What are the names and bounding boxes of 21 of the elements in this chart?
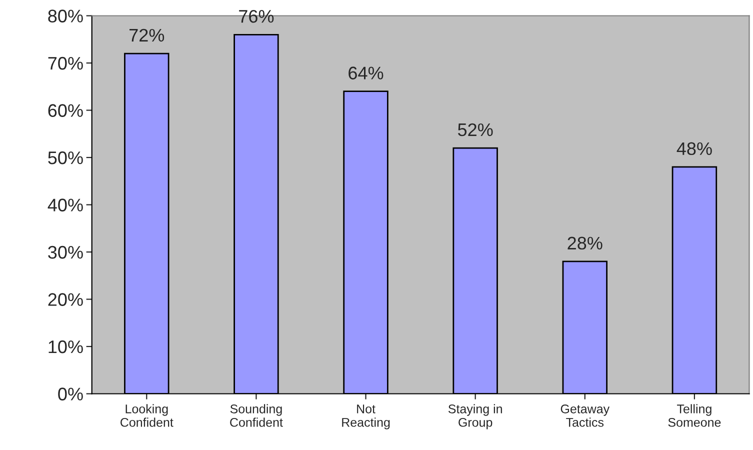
y-tick-label: 30%	[48, 246, 83, 259]
y-tick-label: 80%	[48, 10, 83, 22]
x-tick-label: Sounding Confident	[230, 404, 283, 427]
x-tick-label: Looking Confident	[120, 404, 174, 427]
data-label: 72%	[130, 28, 164, 42]
y-tick-label: 0%	[58, 388, 83, 400]
y-tick-label: 70%	[48, 56, 83, 70]
x-tick-label: Telling Someone	[668, 404, 721, 427]
data-label: 48%	[676, 142, 712, 156]
y-tick-label: 10%	[48, 340, 83, 354]
y-tick-label: 40%	[48, 198, 83, 212]
data-label: 76%	[239, 10, 274, 23]
x-tick-label: Not Reacting	[342, 404, 390, 430]
y-tick-label: 60%	[48, 104, 83, 117]
x-tick-label: Staying in Group	[448, 404, 502, 430]
data-label: 52%	[458, 123, 493, 136]
data-label: 64%	[348, 66, 384, 80]
y-tick-label: 20%	[48, 293, 83, 306]
y-tick-label: 50%	[48, 151, 83, 164]
x-tick-label: Getaway Tactics	[560, 404, 610, 427]
data-label: 28%	[568, 236, 602, 250]
